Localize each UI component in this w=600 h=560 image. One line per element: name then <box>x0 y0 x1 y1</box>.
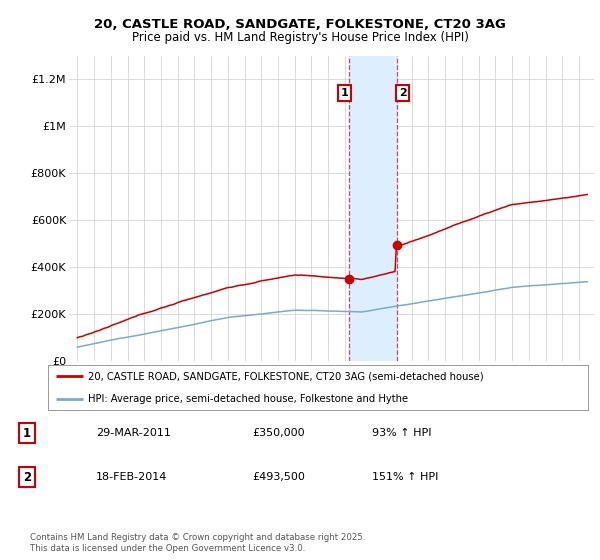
Text: 2: 2 <box>399 88 406 98</box>
Text: 18-FEB-2014: 18-FEB-2014 <box>96 472 167 482</box>
Text: 20, CASTLE ROAD, SANDGATE, FOLKESTONE, CT20 3AG (semi-detached house): 20, CASTLE ROAD, SANDGATE, FOLKESTONE, C… <box>89 371 484 381</box>
Text: HPI: Average price, semi-detached house, Folkestone and Hythe: HPI: Average price, semi-detached house,… <box>89 394 409 404</box>
Text: £350,000: £350,000 <box>252 428 305 438</box>
Text: 93% ↑ HPI: 93% ↑ HPI <box>372 428 431 438</box>
Text: 2: 2 <box>23 471 31 484</box>
Text: 29-MAR-2011: 29-MAR-2011 <box>96 428 171 438</box>
Text: Price paid vs. HM Land Registry's House Price Index (HPI): Price paid vs. HM Land Registry's House … <box>131 31 469 44</box>
Text: £493,500: £493,500 <box>252 472 305 482</box>
Bar <box>349 56 397 361</box>
Text: 1: 1 <box>340 88 348 98</box>
Text: 151% ↑ HPI: 151% ↑ HPI <box>372 472 439 482</box>
Text: 20, CASTLE ROAD, SANDGATE, FOLKESTONE, CT20 3AG: 20, CASTLE ROAD, SANDGATE, FOLKESTONE, C… <box>94 18 506 31</box>
Text: 1: 1 <box>23 427 31 440</box>
Text: Contains HM Land Registry data © Crown copyright and database right 2025.
This d: Contains HM Land Registry data © Crown c… <box>30 533 365 553</box>
